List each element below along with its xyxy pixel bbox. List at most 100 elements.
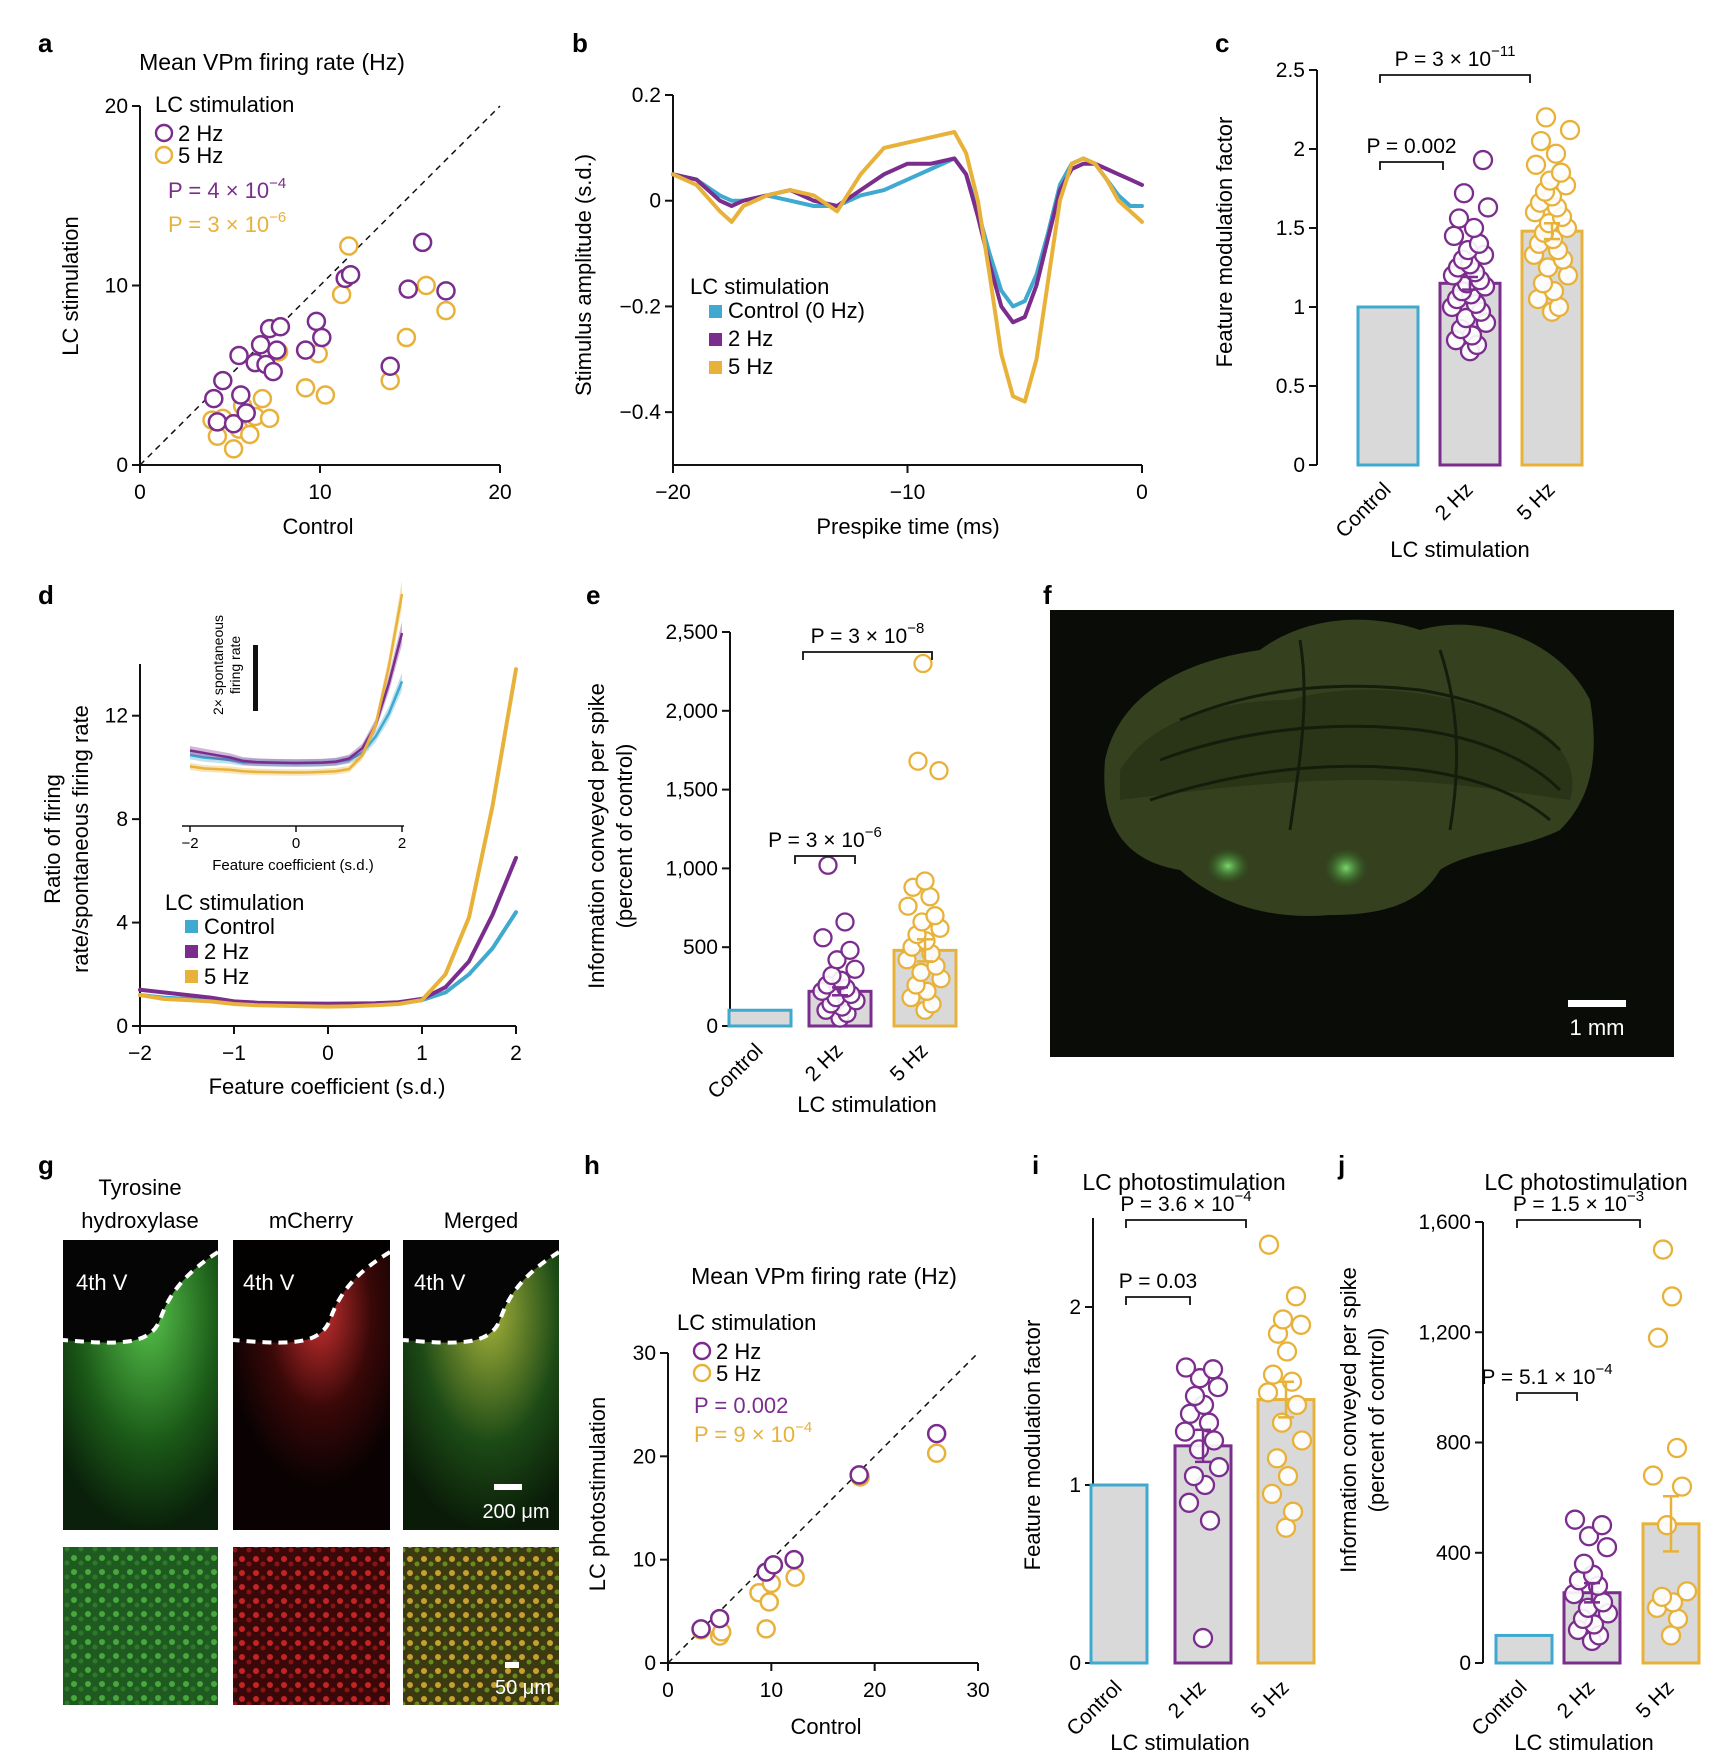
panel-j-ylabel-1: Information conveyed per spike (1336, 1267, 1361, 1573)
y-tick-label: 0 (1293, 454, 1305, 477)
data-point (920, 887, 940, 907)
panel-a-ylabel: LC stimulation (58, 216, 83, 355)
panel-i-xlabel: LC stimulation (1110, 1730, 1249, 1755)
p-bracket-a-bracket (794, 855, 856, 864)
data-point (436, 300, 456, 321)
panel-d-legend-control: Control (204, 914, 275, 939)
y-tick-label: 0 (644, 1652, 656, 1675)
panel-i-title: LC photostimulation (1082, 1169, 1285, 1195)
x-tick-label: 0 (322, 1042, 334, 1065)
y-tick-label: 20 (105, 95, 128, 118)
category-label: 5 Hz (886, 1039, 933, 1086)
data-point (1530, 130, 1552, 152)
legend-swatch-5hz (709, 361, 722, 374)
data-point (1559, 119, 1581, 141)
bar (1173, 1444, 1233, 1665)
scale-bar-top-label: 200 μm (482, 1501, 549, 1523)
panel-g: g Tyrosine hydroxylase mCherry Merged 4t… (38, 1150, 561, 1705)
data-point (1596, 1537, 1618, 1558)
inset-scale-bar (253, 645, 258, 711)
data-point (1208, 1457, 1230, 1478)
data-point (1651, 1586, 1673, 1607)
category-label: 5 Hz (1513, 478, 1560, 525)
x-tick-label: −20 (655, 481, 691, 504)
p-bracket-a-label: P = 5.1 × 10−4 (1481, 1361, 1612, 1389)
panel-d-inset: −2 0 2 (181, 580, 406, 852)
data-point (908, 751, 928, 771)
panel-letter-b: b (572, 28, 588, 58)
x-tick-label: 0 (1136, 481, 1148, 504)
inset-band (190, 621, 402, 767)
data-point (1463, 217, 1485, 239)
legend-marker-5hz (154, 145, 174, 165)
y-tick-label: 2,000 (665, 700, 718, 723)
data-point (1545, 143, 1567, 164)
p-bracket-a-label: P = 0.03 (1119, 1270, 1197, 1293)
region-label-mcherry: 4th V (243, 1270, 295, 1295)
y-tick-label: 0 (1069, 1652, 1081, 1675)
x-tick-label: −1 (222, 1042, 246, 1065)
data-point (270, 317, 291, 337)
data-point (835, 912, 855, 932)
x-tick-label: 20 (863, 1679, 886, 1702)
data-point (252, 388, 273, 409)
data-point (295, 378, 316, 398)
data-point (223, 439, 244, 459)
column-label-mcherry: mCherry (269, 1208, 353, 1233)
panel-h-legend-title: LC stimulation (677, 1310, 816, 1335)
data-point (1535, 107, 1557, 128)
data-point (396, 327, 417, 348)
y-tick-label: 10 (633, 1549, 656, 1572)
region-label-th: 4th V (76, 1270, 128, 1295)
data-point (898, 896, 918, 916)
y-tick-label: 10 (105, 275, 128, 298)
y-tick-label: 400 (1436, 1542, 1471, 1565)
scale-bar-label: 1 mm (1570, 1015, 1625, 1040)
data-point (1202, 1359, 1224, 1380)
y-tick-label: −0.2 (620, 295, 661, 318)
inset-scale-label-2: firing rate (227, 636, 243, 695)
panel-e: e 0 500 1,000 1,500 2,000 2,500 Control 2 Hz 5 H… (584, 580, 958, 1117)
data-point (756, 1619, 776, 1639)
x-tick-label: 10 (308, 481, 331, 504)
data-point (1591, 1515, 1613, 1536)
data-point (1676, 1581, 1698, 1602)
panel-b-ylabel: Stimulus amplitude (s.d.) (571, 154, 596, 396)
y-tick-label: 2.5 (1276, 59, 1305, 82)
data-point (1262, 1364, 1284, 1385)
y-tick-label: 1 (1069, 1474, 1081, 1497)
category-label: 5 Hz (1247, 1676, 1294, 1723)
series-line (138, 855, 518, 1006)
p-bracket-a-bracket (1516, 1392, 1578, 1401)
category-label: 2 Hz (1431, 478, 1478, 525)
p-bracket-a-label: P = 3 × 10−6 (768, 824, 882, 852)
p-bracket-a-bracket (1125, 1296, 1191, 1305)
data-point (1550, 162, 1572, 183)
inset-line (189, 632, 404, 765)
panel-h-xlabel: Control (791, 1714, 862, 1739)
y-tick-label: 0 (1459, 1652, 1471, 1675)
data-point (412, 232, 433, 253)
ventricle-mcherry (233, 1240, 390, 1343)
data-point (709, 1608, 730, 1629)
data-point (784, 1549, 804, 1570)
panel-letter-d: d (38, 580, 54, 610)
p-bracket-b-bracket (1379, 74, 1531, 83)
x-tick-label: 0 (134, 481, 146, 504)
y-tick-label: 0.5 (1276, 375, 1305, 398)
y-tick-label: 0.2 (632, 84, 661, 107)
data-point (339, 236, 359, 256)
y-tick-label: −0.4 (620, 401, 662, 424)
panel-h-legend-2hz: 2 Hz (716, 1339, 761, 1364)
column-label-th-2: hydroxylase (81, 1208, 198, 1233)
scale-bar (1568, 1000, 1626, 1007)
data-point (1272, 1309, 1294, 1330)
data-point (845, 959, 865, 979)
data-point (315, 385, 336, 405)
series-line (138, 667, 518, 1009)
data-point (1261, 1483, 1283, 1505)
inset-line (189, 593, 404, 774)
data-point (1477, 197, 1499, 218)
y-tick-label: 1,000 (665, 857, 718, 880)
y-tick-label: 4 (116, 912, 128, 935)
